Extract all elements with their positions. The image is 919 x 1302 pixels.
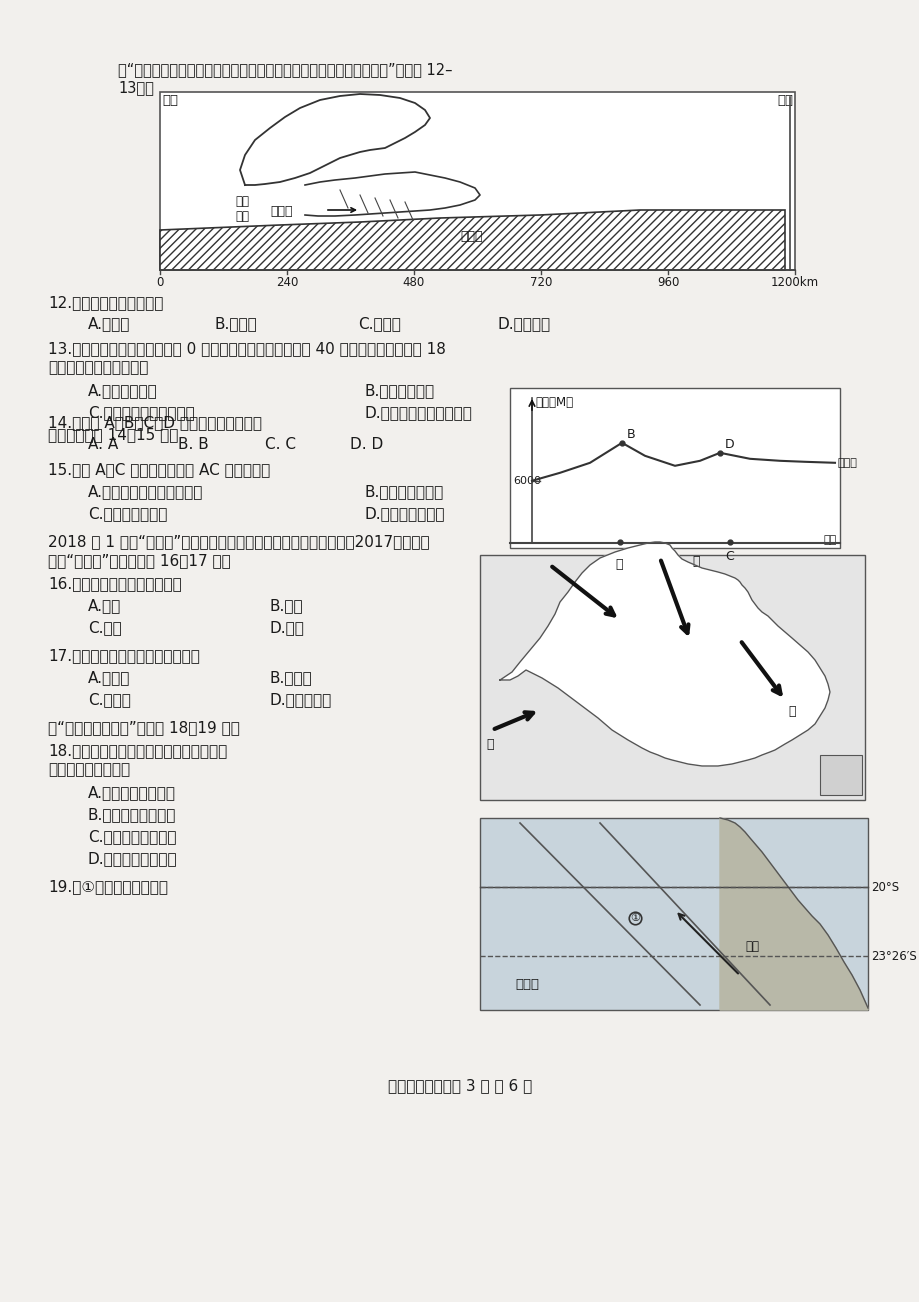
Text: 16.　右图中表示寒潮路径的是: 16. 右图中表示寒潮路径的是: [48, 575, 182, 591]
Text: 洋流: 洋流: [744, 940, 758, 953]
Text: B.　连续性降水: B. 连续性降水: [365, 383, 435, 398]
Text: C.　与等压线平行: C. 与等压线平行: [88, 506, 167, 521]
Polygon shape: [160, 210, 784, 270]
Polygon shape: [305, 172, 480, 216]
Text: B. B: B. B: [177, 437, 209, 452]
Bar: [160, 92, 794, 270]
Bar: [509, 388, 839, 548]
Text: 13题。: 13题。: [118, 79, 153, 95]
Text: A.　暖锋: A. 暖锋: [88, 316, 130, 331]
Text: 0: 0: [156, 276, 164, 289]
Text: 响的叙述，正确的是: 响的叙述，正确的是: [48, 762, 130, 777]
Text: A. A: A. A: [88, 437, 119, 452]
Text: 西北: 西北: [162, 94, 177, 107]
Polygon shape: [240, 94, 429, 185]
Text: 东南: 东南: [777, 94, 792, 107]
Text: 时北京的天气状况可能是: 时北京的天气状况可能是: [48, 359, 148, 375]
Text: 480: 480: [403, 276, 425, 289]
Text: 读“北京至乌兰巴托之间某地区冬春季节某日天气系统活动剪面示意图”，完成 12–: 读“北京至乌兰巴托之间某地区冬春季节某日天气系统活动剪面示意图”，完成 12–: [118, 62, 452, 77]
Text: 1200km: 1200km: [770, 276, 818, 289]
Text: 高度（M）: 高度（M）: [535, 396, 573, 409]
Text: C: C: [725, 549, 733, 562]
Text: 12.　图中所示天气系统是: 12. 图中所示天气系统是: [48, 296, 164, 310]
Text: 23°26′S: 23°26′S: [870, 949, 915, 962]
Text: A.　大风、雨雪: A. 大风、雨雪: [88, 383, 157, 398]
Text: B.　寒流；降温减湿: B. 寒流；降温减湿: [88, 807, 176, 822]
Text: B.　冷锋: B. 冷锋: [215, 316, 257, 331]
Text: D.　强烈降温: D. 强烈降温: [269, 691, 332, 707]
Text: 乌兰
巴托: 乌兰 巴托: [234, 195, 249, 223]
Text: D.　丁: D. 丁: [269, 620, 304, 635]
Text: A.　暖流；增温减湿: A. 暖流；增温减湿: [88, 785, 176, 799]
Text: A.　沙暴: A. 沙暴: [88, 671, 130, 685]
Text: 720: 720: [529, 276, 551, 289]
Text: 北京: 北京: [754, 247, 769, 260]
Text: 18.　关于图示洋流的性质及对沿岐气候影: 18. 关于图示洋流的性质及对沿岐气候影: [48, 743, 227, 758]
Text: 20°S: 20°S: [870, 880, 898, 893]
Text: 高一地理试题　第 3 页 共 6 页: 高一地理试题 第 3 页 共 6 页: [388, 1078, 531, 1092]
Text: 大西洋: 大西洋: [515, 978, 539, 991]
Text: 冷空气: 冷空气: [269, 204, 292, 217]
Text: C. C: C. C: [265, 437, 296, 452]
Text: 读“世界某区域略图”，完成 18～19 题。: 读“世界某区域略图”，完成 18～19 题。: [48, 720, 240, 736]
Polygon shape: [720, 818, 867, 1010]
Polygon shape: [499, 542, 829, 766]
Text: 丙: 丙: [485, 738, 493, 751]
Text: B.　乙: B. 乙: [269, 598, 303, 613]
Text: B.　大风: B. 大风: [269, 671, 312, 685]
Text: ①: ①: [630, 913, 640, 923]
Text: A.　与水平气压梯度力平行: A. 与水平气压梯度力平行: [88, 484, 203, 499]
Text: 读右图，完成 14～15 题。: 读右图，完成 14～15 题。: [48, 427, 178, 441]
Text: A: A: [615, 549, 624, 562]
Text: C.　丙: C. 丙: [88, 620, 121, 635]
Text: D. D: D. D: [349, 437, 383, 452]
Text: D.　反气旋: D. 反气旋: [497, 316, 550, 331]
Text: 960: 960: [656, 276, 678, 289]
Text: A.　甲: A. 甲: [88, 598, 121, 613]
Text: 6000: 6000: [513, 475, 540, 486]
Bar: [480, 818, 867, 1010]
Text: 等压面: 等压面: [837, 458, 857, 467]
Text: 17.　台风和寒潮共同的天气特征是: 17. 台风和寒潮共同的天气特征是: [48, 648, 199, 663]
Text: 19.　①地常年盛行的风为: 19. ①地常年盛行的风为: [48, 879, 168, 894]
Text: B: B: [627, 428, 635, 441]
Text: 13.　图中所示为北京时间某日 0 时，该天气系统移动速度为 40 千米／时，推测该日 18: 13. 图中所示为北京时间某日 0 时，该天气系统移动速度为 40 千米／时，推…: [48, 341, 446, 355]
Text: 14.　图中 A、B、C、D 四点中气压最高的是: 14. 图中 A、B、C、D 四点中气压最高的是: [48, 415, 262, 430]
Text: 甲: 甲: [614, 559, 622, 572]
Text: D: D: [724, 437, 734, 450]
Text: C.　干旱: C. 干旱: [88, 691, 130, 707]
Text: 乙: 乙: [691, 555, 698, 568]
Text: 2018 年 1 月初“霸王级”寒潮横扫中国近一周，全国各地纷纷经历了2017年冬季以: 2018 年 1 月初“霸王级”寒潮横扫中国近一周，全国各地纷纷经历了2017年…: [48, 534, 429, 549]
Text: 丁: 丁: [788, 704, 795, 717]
Text: B.　与等压线垂直: B. 与等压线垂直: [365, 484, 444, 499]
Text: D.　气温下降，天气转晴: D. 气温下降，天气转晴: [365, 405, 472, 421]
Text: D.　与等压线斜交: D. 与等压线斜交: [365, 506, 445, 521]
Text: D.　寒流；降温增湿: D. 寒流；降温增湿: [88, 852, 177, 866]
Text: 15.　若 A、C 不在赤道上，则 AC 之间的风向: 15. 若 A、C 不在赤道上，则 AC 之间的风向: [48, 462, 270, 477]
Text: 240: 240: [276, 276, 298, 289]
Text: C.　暖流；增温增湿: C. 暖流；增温增湿: [88, 829, 176, 844]
Text: 暖空气: 暖空气: [460, 230, 482, 243]
Text: 地面: 地面: [823, 535, 836, 546]
Text: C.　气温较高，天气晴朗: C. 气温较高，天气晴朗: [88, 405, 195, 421]
Bar: [819, 755, 861, 796]
Text: C.　气旋: C. 气旋: [357, 316, 401, 331]
Bar: [480, 555, 864, 799]
Text: 来的“最冷周”，据此完成 16～17 题。: 来的“最冷周”，据此完成 16～17 题。: [48, 553, 231, 568]
